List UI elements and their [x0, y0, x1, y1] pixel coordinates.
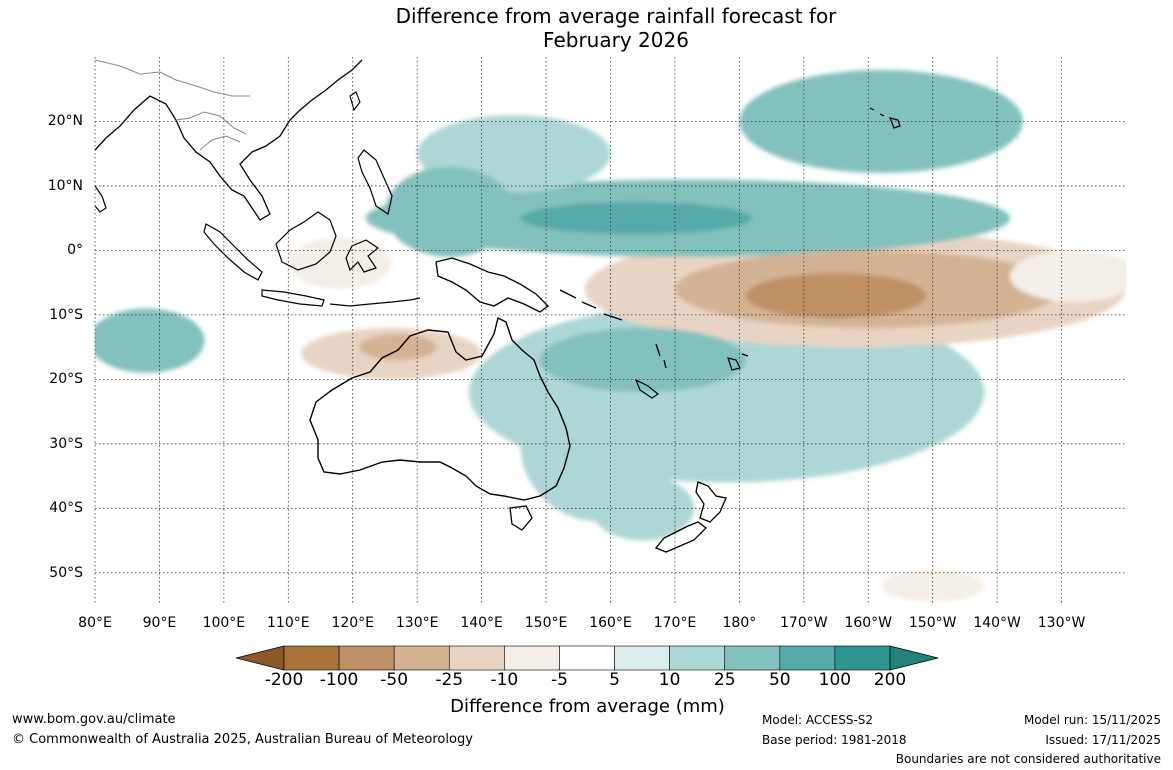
anomaly-south-china-sea-dry [288, 237, 392, 290]
longitude-label: 150°E [524, 615, 568, 631]
colorbar-swatch [724, 645, 781, 671]
colorbar-label: Difference from average (mm) [450, 696, 725, 717]
coastlines-layer [95, 59, 901, 553]
colorbar-swatch [504, 645, 560, 671]
latitude-label: 10°N [47, 177, 83, 194]
longitude-label: 90°E [142, 615, 177, 631]
colorbar-tick-label: -25 [435, 670, 464, 690]
colorbar-tick-label: 200 [873, 670, 907, 690]
longitude-label: 150°W [908, 615, 957, 631]
latitude-label: 0° [67, 242, 83, 259]
graticule [94, 57, 1126, 605]
map-title: Difference from average rainfall forecas… [395, 4, 837, 52]
new-caledonia-coastline [634, 378, 660, 399]
longitude-label: 110°E [267, 615, 310, 631]
colorbar-over-arrow [889, 645, 939, 671]
anomaly-central-pacific-dry-core [745, 272, 927, 319]
philippines-coastline [357, 149, 393, 215]
latitude-label: 40°S [49, 500, 83, 517]
sulawesi-coastline [345, 239, 380, 273]
colorbar-tick-label: 5 [609, 670, 620, 690]
country-borders [95, 59, 250, 151]
longitude-label: 140°W [973, 615, 1021, 631]
colorbar-swatch [283, 645, 340, 671]
colorbar-tick-label: 10 [658, 670, 681, 690]
rainfall-anomaly-map [94, 57, 1126, 605]
new-zealand-south-island [654, 521, 707, 553]
longitude-label: 140°E [460, 615, 503, 631]
longitude-label: 120°E [331, 615, 375, 631]
longitude-label: 130°W [1037, 615, 1086, 631]
longitude-label: 80°E [78, 615, 112, 631]
colorbar-swatch [393, 645, 450, 671]
copyright-text: © Commonwealth of Australia 2025, Austra… [12, 732, 473, 747]
longitude-label: 160°W [844, 615, 893, 631]
anomaly-tasman-wet [591, 476, 695, 541]
website-link[interactable]: www.bom.gov.au/climate [12, 712, 176, 727]
latitude-label: 10°S [49, 306, 83, 323]
colorbar-swatch [669, 645, 726, 671]
colorbar-swatch [834, 645, 891, 671]
asia-coastline [95, 59, 363, 221]
colorbar-under-arrow [235, 645, 285, 671]
anomaly-indian-ocean-wet [95, 308, 205, 373]
anomaly-coral-sea-wet [539, 327, 746, 393]
longitude-label: 100°E [202, 615, 246, 631]
model-run-date: Model run: 15/11/2025 [1023, 713, 1161, 727]
longitude-label: 170°W [780, 615, 828, 631]
anomaly-north-pacific-wet-core [520, 202, 753, 235]
longitude-label: 180° [722, 615, 757, 631]
colorbar-tick-label: -50 [380, 670, 409, 690]
colorbar-swatch [614, 645, 670, 671]
base-period: Base period: 1981-2018 [762, 733, 907, 747]
india-coastline [95, 185, 107, 213]
colorbar-swatch [779, 645, 836, 671]
issued-date: Issued: 17/11/2025 [1045, 733, 1161, 747]
boundaries-disclaimer: Boundaries are not considered authoritat… [895, 752, 1161, 766]
vanuatu-islands [655, 343, 667, 369]
lesser-sunda-islands [329, 297, 421, 307]
latitude-label: 20°N [47, 113, 83, 130]
tasmania-coastline [509, 505, 533, 531]
new-zealand-north-island [695, 481, 727, 523]
colorbar-tick-label: -200 [264, 670, 304, 690]
colorbar-tick-label: 50 [768, 670, 791, 690]
colorbar-tick-label: -100 [319, 670, 359, 690]
anomaly-hawaii-wet [739, 69, 1023, 174]
longitude-label: 130°E [395, 615, 439, 631]
fiji-islands [727, 353, 749, 371]
model-name: Model: ACCESS-S2 [762, 713, 874, 727]
latitude-label: 20°S [49, 371, 83, 388]
colorbar-tick-label: -10 [490, 670, 519, 690]
latitude-label: 50°S [49, 564, 83, 581]
latitude-label: 30°S [49, 435, 83, 452]
java-coastline [261, 289, 325, 307]
hawaii-islands [869, 107, 901, 129]
anomaly-east-pacific-dry [1010, 250, 1126, 302]
longitude-label: 160°E [589, 615, 632, 631]
colorbar-swatch [338, 645, 395, 671]
longitude-label: 170°E [653, 615, 697, 631]
colorbar-tick-label: -5 [550, 670, 568, 690]
colorbar-tick-label: 100 [818, 670, 852, 690]
colorbar-tick-label: 25 [713, 670, 736, 690]
australia-coastline [309, 316, 571, 501]
borneo-coastline [275, 211, 337, 271]
sumatra-coastline [203, 223, 263, 281]
colorbar-swatch [559, 645, 615, 671]
colorbar-swatch [448, 645, 505, 671]
